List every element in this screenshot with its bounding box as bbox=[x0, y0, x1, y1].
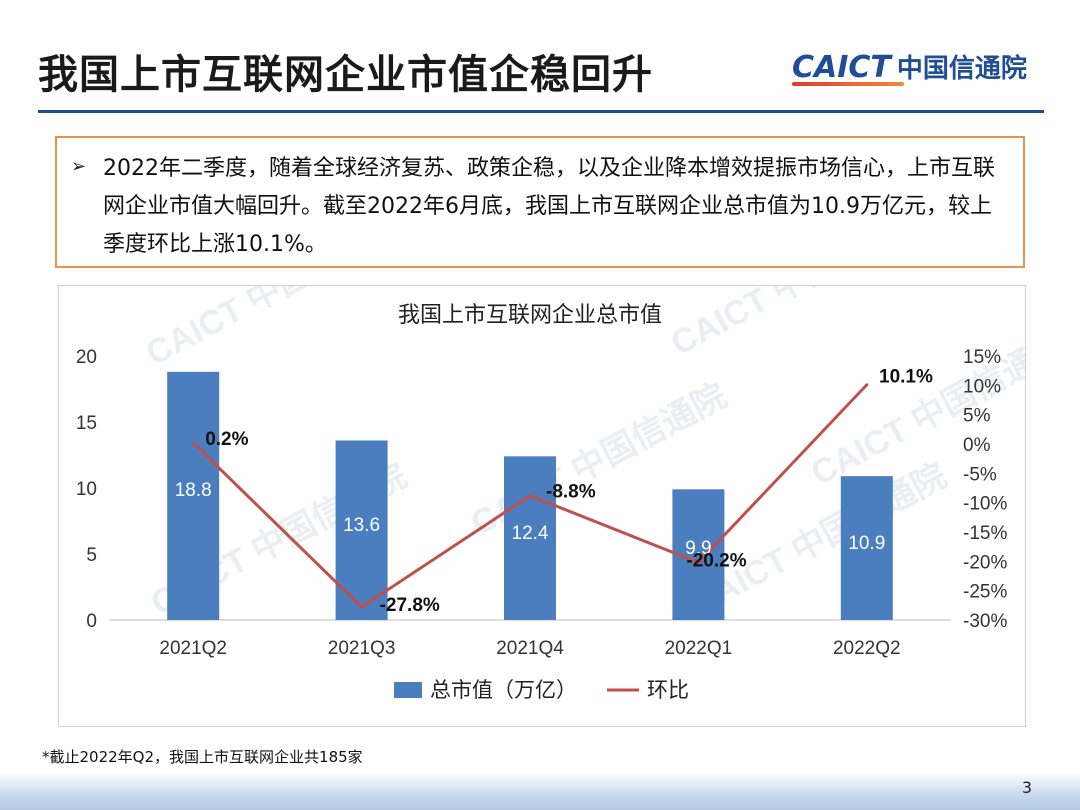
y-right-tick-label: 10% bbox=[963, 376, 1001, 397]
y-right-tick-label: -15% bbox=[963, 523, 1007, 544]
y-left-tick-label: 20 bbox=[76, 347, 97, 368]
slide-title: 我国上市互联网企业市值企稳回升 bbox=[38, 52, 653, 98]
line-value-label: 0.2% bbox=[205, 429, 248, 450]
growth-rate-point bbox=[865, 383, 869, 387]
title-divider bbox=[38, 110, 1044, 113]
bar-2021q2 bbox=[167, 371, 220, 620]
bar-2021q4 bbox=[504, 456, 556, 620]
bar-value-label: 12.4 bbox=[512, 523, 549, 544]
y-right-tick-label: 5% bbox=[963, 406, 991, 427]
footnote: *截止2022年Q2，我国上市互联网企业共185家 bbox=[42, 748, 363, 766]
logo-swoosh bbox=[792, 82, 904, 86]
legend-line-label: 环比 bbox=[647, 679, 689, 702]
y-right-tick-label: -5% bbox=[963, 464, 997, 485]
chart-title: 我国上市互联网企业总市值 bbox=[398, 302, 662, 327]
arrow-bullet-icon: ➢ bbox=[71, 156, 87, 177]
y-right-tick-label: 15% bbox=[963, 347, 1001, 368]
summary-text: 2022年二季度，随着全球经济复苏、政策企稳，以及企业降本增效提振市场信心，上市… bbox=[103, 156, 995, 257]
watermark-text: CAICT 中国信通院 bbox=[139, 286, 407, 373]
x-tick-label: 2022Q1 bbox=[665, 638, 733, 659]
growth-rate-point bbox=[528, 494, 532, 498]
summary-box: ➢ 2022年二季度，随着全球经济复苏、政策企稳，以及企业降本增效提振市场信心，… bbox=[55, 136, 1025, 268]
caict-logo: CAICT 中国信通院 bbox=[792, 48, 1027, 92]
bar-value-label: 10.9 bbox=[848, 533, 885, 554]
legend-bar-swatch bbox=[394, 682, 422, 698]
y-left-tick-label: 5 bbox=[86, 545, 97, 566]
y-right-tick-label: -20% bbox=[963, 552, 1007, 573]
line-value-label: -8.8% bbox=[546, 482, 596, 503]
y-right-tick-label: -25% bbox=[963, 582, 1007, 603]
bar-value-label: 18.8 bbox=[175, 480, 212, 501]
y-right-tick-label: 0% bbox=[963, 435, 991, 456]
page-number: 3 bbox=[1021, 778, 1032, 797]
growth-rate-point bbox=[696, 561, 700, 565]
logo-text-en: CAICT bbox=[792, 50, 891, 85]
bottom-band bbox=[0, 772, 1080, 810]
growth-rate-point bbox=[360, 605, 364, 609]
x-tick-label: 2021Q4 bbox=[496, 638, 564, 659]
line-value-label: -27.8% bbox=[380, 595, 440, 616]
line-value-label: 10.1% bbox=[879, 367, 933, 388]
bar-value-label: 13.6 bbox=[343, 515, 380, 536]
x-tick-label: 2022Q2 bbox=[833, 638, 901, 659]
x-tick-label: 2021Q2 bbox=[159, 638, 227, 659]
y-right-tick-label: -30% bbox=[963, 611, 1007, 632]
y-left-tick-label: 10 bbox=[76, 479, 97, 500]
bar-2022q2 bbox=[840, 476, 893, 620]
legend-bar-label: 总市值（万亿） bbox=[430, 679, 577, 702]
growth-rate-point bbox=[191, 441, 195, 445]
line-value-label: -20.2% bbox=[686, 551, 746, 572]
y-left-tick-label: 15 bbox=[76, 413, 97, 434]
y-left-tick-label: 0 bbox=[86, 611, 97, 632]
x-tick-label: 2021Q3 bbox=[328, 638, 396, 659]
bar-value-label: 9.9 bbox=[685, 538, 711, 559]
watermark-text: CAICT 中国信通院 bbox=[664, 286, 932, 363]
logo-text-cn: 中国信通院 bbox=[896, 54, 1027, 84]
chart-panel: CAICT 中国信通院 CAICT 中国信通院 CAICT 中国信通院 CAICT 中… bbox=[58, 285, 1026, 727]
y-right-tick-label: -10% bbox=[963, 494, 1007, 515]
